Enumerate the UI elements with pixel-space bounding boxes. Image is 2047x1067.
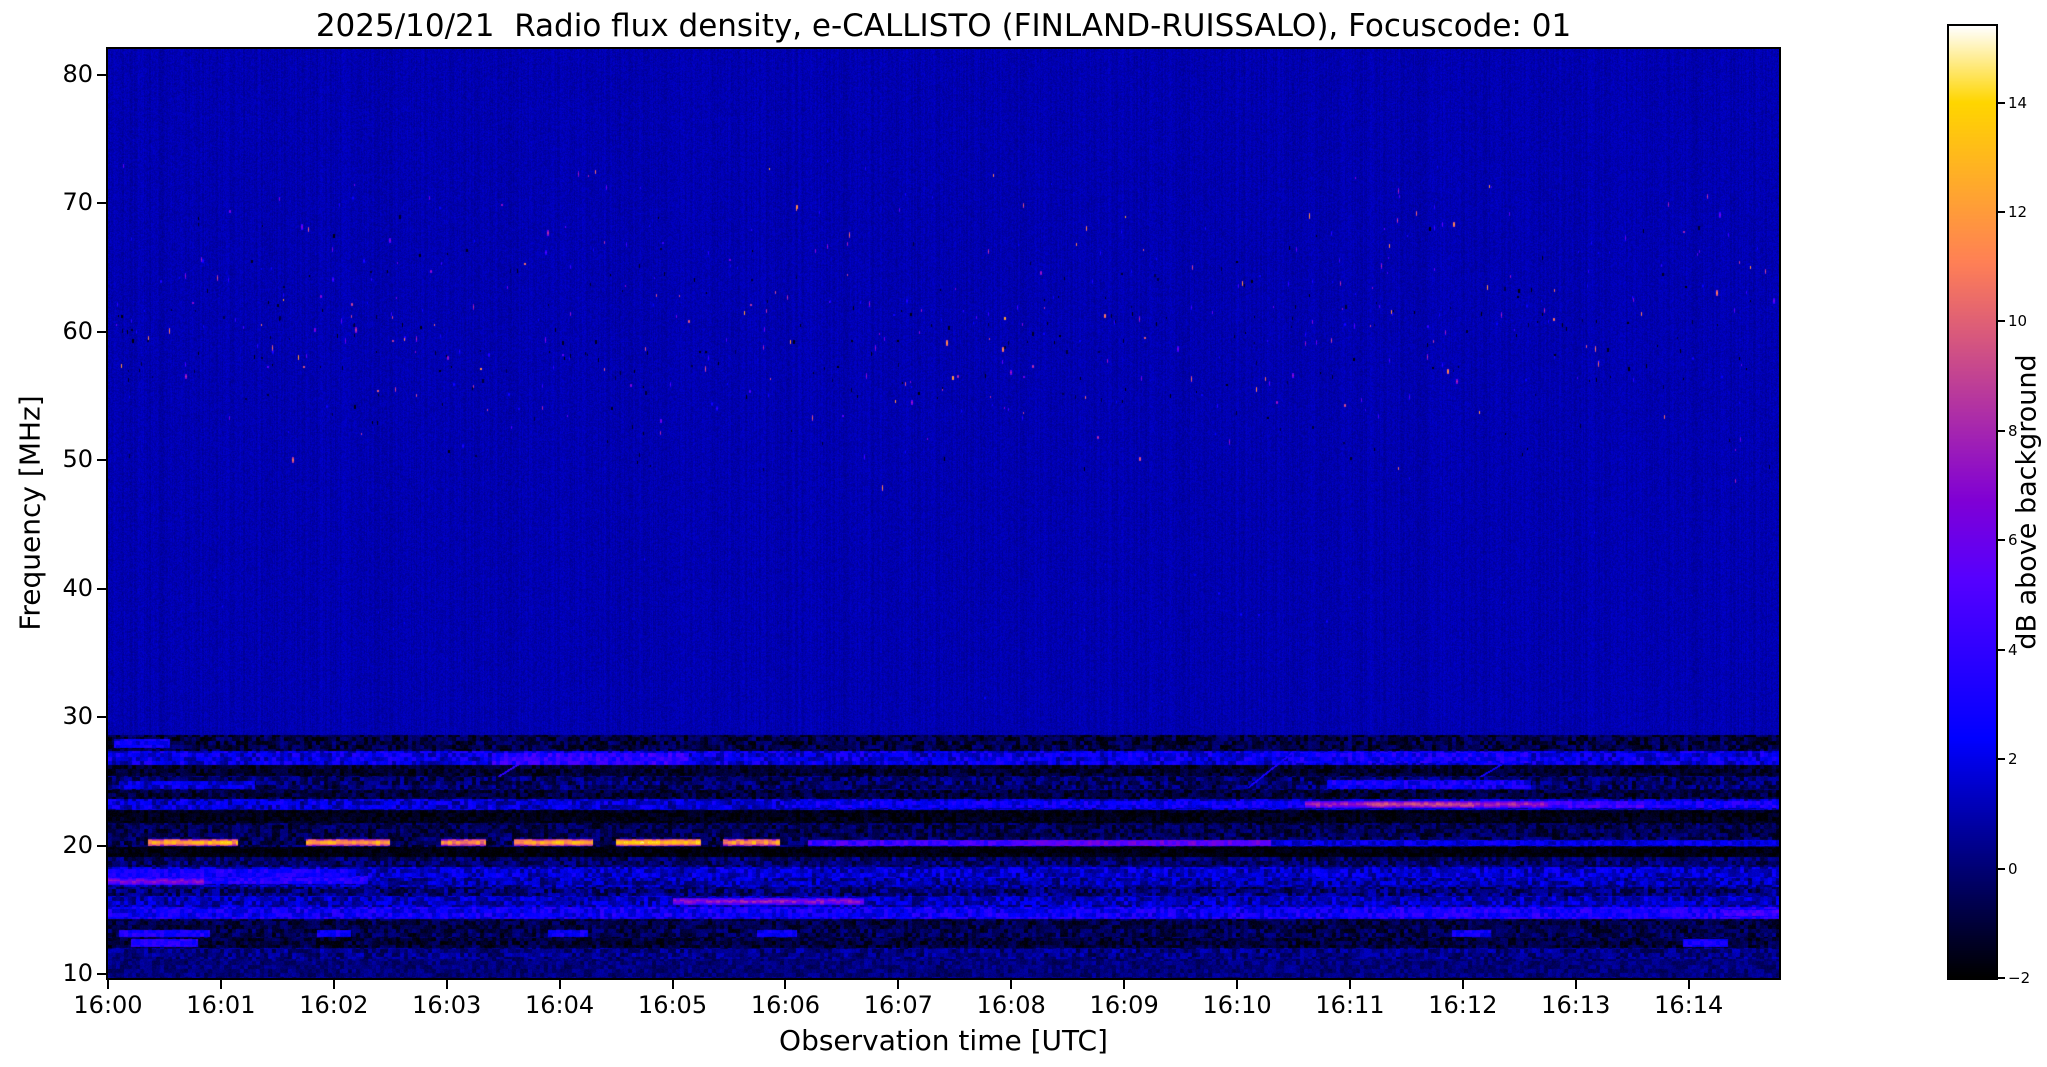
y-tick-label: 10 — [62, 959, 93, 988]
x-tick-mark — [1687, 980, 1690, 989]
colorbar — [1947, 24, 1998, 980]
colorbar-tick-mark — [1998, 429, 2005, 432]
y-tick-label: 50 — [62, 445, 93, 474]
x-tick-label: 16:00 — [73, 991, 143, 1019]
x-tick-mark — [1574, 980, 1577, 989]
x-tick-label: 16:03 — [412, 991, 482, 1019]
y-tick-mark — [97, 973, 106, 976]
plot-area — [106, 47, 1781, 980]
chart-title: 2025/10/21 Radio flux density, e-CALLIST… — [315, 8, 1572, 44]
x-tick-mark — [1010, 980, 1013, 989]
colorbar-tick-mark — [1998, 758, 2005, 761]
colorbar-tick-label: 2 — [2008, 750, 2018, 769]
x-tick-label: 16:06 — [750, 991, 820, 1019]
colorbar-tick-mark — [1998, 320, 2005, 323]
x-tick-label: 16:14 — [1654, 991, 1724, 1019]
colorbar-tick-label: 8 — [2008, 421, 2018, 440]
x-tick-mark — [897, 980, 900, 989]
colorbar-tick-mark — [1998, 101, 2005, 104]
colorbar-tick-label: 6 — [2008, 531, 2018, 550]
colorbar-tick-label: −2 — [2008, 969, 2031, 987]
x-tick-label: 16:11 — [1315, 991, 1385, 1019]
x-tick-mark — [445, 980, 448, 989]
x-tick-label: 16:08 — [976, 991, 1046, 1019]
x-tick-mark — [671, 980, 674, 989]
x-tick-label: 16:12 — [1428, 991, 1498, 1019]
x-tick-label: 16:01 — [186, 991, 256, 1019]
colorbar-tick-mark — [1998, 211, 2005, 214]
y-tick-mark — [97, 587, 106, 590]
x-tick-label: 16:13 — [1541, 991, 1611, 1019]
y-tick-mark — [97, 716, 106, 719]
colorbar-tick-label: 4 — [2008, 640, 2018, 659]
colorbar-tick-mark — [1998, 539, 2005, 542]
y-tick-mark — [97, 202, 106, 205]
y-tick-label: 60 — [62, 316, 93, 345]
y-tick-mark — [97, 330, 106, 333]
x-tick-label: 16:02 — [299, 991, 369, 1019]
y-tick-label: 30 — [62, 702, 93, 731]
colorbar-tick-mark — [1998, 648, 2005, 651]
spectrogram-canvas — [108, 49, 1779, 978]
x-tick-label: 16:10 — [1202, 991, 1272, 1019]
y-tick-mark — [97, 459, 106, 462]
x-tick-label: 16:07 — [863, 991, 933, 1019]
colorbar-tick-label: 12 — [2008, 203, 2028, 222]
colorbar-label: dB above background — [2011, 354, 2043, 650]
colorbar-tick-label: 10 — [2008, 312, 2028, 331]
x-axis-label: Observation time [UTC] — [779, 1024, 1108, 1057]
y-tick-label: 80 — [62, 59, 93, 88]
y-tick-mark — [97, 73, 106, 76]
x-tick-label: 16:05 — [637, 991, 708, 1019]
x-tick-mark — [332, 980, 335, 989]
x-tick-mark — [1348, 980, 1351, 989]
x-tick-mark — [107, 980, 109, 989]
x-tick-mark — [1123, 980, 1126, 989]
colorbar-tick-label: 0 — [2008, 859, 2018, 878]
x-tick-mark — [219, 980, 222, 989]
colorbar-tick-label: 14 — [2008, 93, 2028, 112]
colorbar-canvas — [1949, 26, 1996, 978]
x-tick-label: 16:04 — [525, 991, 595, 1019]
x-tick-mark — [558, 980, 561, 989]
colorbar-tick-mark — [1998, 867, 2005, 870]
y-tick-label: 70 — [62, 188, 93, 217]
y-tick-label: 40 — [62, 573, 93, 602]
x-tick-mark — [784, 980, 787, 989]
y-tick-mark — [97, 844, 106, 847]
x-tick-mark — [1461, 980, 1464, 989]
y-tick-label: 20 — [62, 830, 93, 859]
x-tick-mark — [1236, 980, 1239, 989]
colorbar-tick-mark — [1998, 977, 2005, 979]
x-tick-label: 16:09 — [1089, 991, 1159, 1019]
